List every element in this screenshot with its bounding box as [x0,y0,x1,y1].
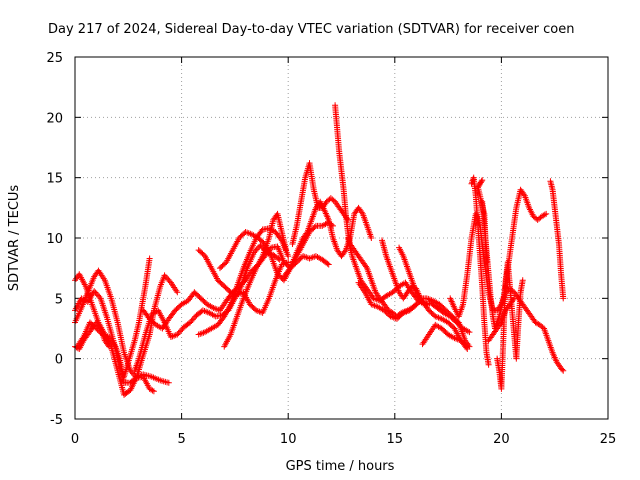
data-point [454,318,461,325]
data-point [174,289,181,296]
data-point [560,367,567,374]
x-tick-label: 25 [600,432,617,447]
series-sat-z [474,177,490,266]
data-point [254,245,261,252]
series-sat-j [216,219,336,284]
y-tick-label: 10 [46,232,63,247]
series-sat-y [72,319,113,353]
data-point [166,278,173,285]
x-tick-label: 10 [280,432,297,447]
data-point [464,343,471,350]
series-layer [72,102,567,398]
data-point [162,273,169,280]
data-point [560,295,567,302]
series-sat-t [468,174,492,368]
data-point [368,235,375,241]
data-point [483,259,490,266]
data-point [543,210,550,217]
data-point [466,329,473,336]
data-point [413,301,420,308]
data-point [92,289,99,296]
data-point [324,260,331,267]
data-point [146,255,153,262]
data-point [329,222,336,229]
data-point [187,319,194,326]
data-point [91,288,98,295]
data-point [511,295,518,302]
data-point [176,328,183,335]
data-point [541,211,548,218]
series-sat-l [289,160,351,248]
data-point [220,314,227,321]
data-point [174,331,181,338]
data-point [286,266,293,273]
data-point [132,374,139,381]
y-axis-label: SDTVAR / TECUs [7,185,22,292]
series-sat-x [547,178,567,302]
data-point [96,293,103,300]
data-point [189,316,196,323]
data-point [463,342,470,349]
data-point [93,290,100,297]
y-tick-label: 0 [55,353,63,368]
data-point [165,379,172,386]
series-sat-k [280,198,375,280]
data-point [311,224,318,231]
y-tick-label: 5 [55,292,63,307]
data-point [175,330,182,337]
data-point [128,369,135,376]
x-tick-label: 15 [387,432,404,447]
chart-title: Day 217 of 2024, Sidereal Day-to-day VTE… [48,22,574,37]
data-point [285,259,292,266]
data-point [190,315,197,322]
data-point [164,275,171,282]
x-tick-label: 20 [493,432,510,447]
data-point [106,343,113,350]
x-axis-label: GPS time / hours [286,459,395,474]
data-point [485,361,492,368]
data-point [325,261,332,268]
data-point [149,387,156,394]
data-point [150,388,157,395]
series-sat-r [419,321,471,350]
series-sat-o [355,279,420,322]
x-tick-label: 5 [177,432,185,447]
data-point [178,327,185,334]
series-sat-v [494,259,526,392]
x-tick-label: 0 [71,432,79,447]
data-point [411,302,418,309]
y-tick-label: -5 [50,413,63,428]
y-tick-label: 25 [46,51,63,66]
data-point [519,277,526,284]
data-point [285,253,292,260]
data-point [165,276,172,283]
data-point [283,247,290,254]
series-sat-w [485,295,518,344]
y-tick-label: 20 [46,111,63,126]
series-sat-q [396,244,473,350]
plot-border [74,56,609,420]
data-point [188,318,195,325]
grid-layer [75,57,608,419]
series-sat-a [72,267,157,395]
data-point [161,272,168,279]
series-sat-b [72,271,172,398]
data-point [95,292,102,299]
series-sat-n [344,235,473,336]
series-sat-u [479,186,550,332]
data-point [253,246,260,253]
data-point [559,366,566,373]
data-point [303,254,310,261]
y-tick-label: 15 [46,172,63,187]
series-sat-i [221,210,290,350]
